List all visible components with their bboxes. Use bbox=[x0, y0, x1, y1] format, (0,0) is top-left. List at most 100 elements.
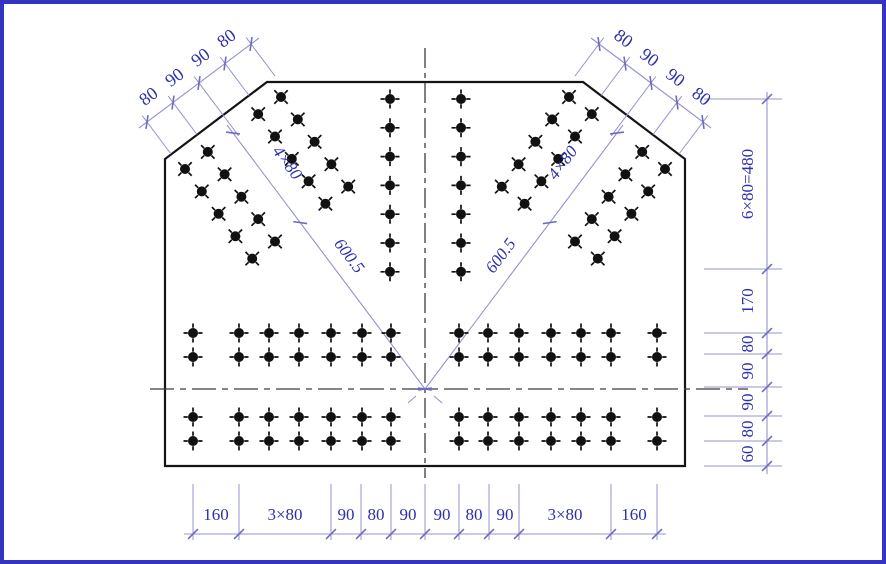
bolt-cross bbox=[601, 407, 621, 427]
bolt-cross bbox=[244, 251, 260, 266]
bolt-cross bbox=[541, 431, 561, 451]
dim-label-bottom-10: 160 bbox=[621, 505, 647, 524]
bolt-cross bbox=[509, 347, 529, 367]
bolt-symbol bbox=[511, 156, 526, 172]
dim-label-bottom-5: 90 bbox=[400, 505, 417, 524]
bolt-hole bbox=[586, 214, 597, 225]
bolt-cross bbox=[451, 147, 471, 167]
bolt-hole bbox=[294, 436, 304, 446]
bolt-cross bbox=[229, 431, 249, 451]
bolt-cross bbox=[177, 161, 193, 177]
apex-mark bbox=[433, 395, 443, 404]
bolt-symbol bbox=[259, 323, 279, 343]
bolt-symbol bbox=[647, 347, 667, 367]
technical-drawing: 160 3×80 90 80 90 90 80 90 3×80 160 6×80… bbox=[135, 25, 782, 540]
bolt-symbol bbox=[451, 118, 471, 138]
dim-label-bottom-3: 90 bbox=[338, 505, 355, 524]
bolt-cross bbox=[544, 112, 560, 127]
bolt-symbol bbox=[380, 233, 400, 253]
bolt-cross bbox=[200, 144, 216, 160]
bolt-cross bbox=[307, 134, 322, 150]
bolt-hole bbox=[236, 191, 247, 202]
bolt-hole bbox=[454, 328, 464, 338]
bolt-symbol bbox=[601, 323, 621, 343]
bolt-hole bbox=[652, 412, 662, 422]
bolt-symbol bbox=[449, 407, 469, 427]
bolt-hole bbox=[219, 169, 230, 180]
bolt-cross bbox=[381, 407, 401, 427]
bolt-hole bbox=[603, 191, 614, 202]
bolt-symbol bbox=[634, 144, 650, 160]
bolt-hole bbox=[326, 352, 336, 362]
bolt-cross bbox=[494, 179, 510, 194]
bolt-symbol bbox=[541, 407, 561, 427]
bolt-cross bbox=[321, 323, 341, 343]
bolt-cross bbox=[449, 431, 469, 451]
bolt-cross bbox=[380, 233, 400, 253]
bolt-cross bbox=[571, 431, 591, 451]
bolt-hole bbox=[553, 153, 564, 164]
bolt-symbol bbox=[607, 228, 622, 244]
bolt-cross bbox=[601, 189, 616, 205]
bolt-hole bbox=[188, 436, 198, 446]
bolt-hole bbox=[483, 412, 493, 422]
bolt-hole bbox=[514, 352, 524, 362]
bolt-hole bbox=[264, 352, 274, 362]
bolt-hole bbox=[606, 436, 616, 446]
bolt-hole bbox=[514, 412, 524, 422]
bolt-symbol bbox=[250, 106, 266, 122]
bolt-symbol bbox=[509, 431, 529, 451]
bolt-cross bbox=[449, 407, 469, 427]
bolt-hole bbox=[270, 131, 280, 142]
bolt-hole bbox=[357, 436, 367, 446]
bolt-symbol bbox=[183, 431, 203, 451]
bolt-cross bbox=[380, 89, 400, 109]
bolt-symbol bbox=[229, 407, 249, 427]
bolt-symbol bbox=[183, 407, 203, 427]
bolt-symbol bbox=[234, 189, 249, 205]
bolt-hole bbox=[253, 109, 264, 120]
dim-tick bbox=[225, 131, 241, 135]
bolt-cross bbox=[321, 407, 341, 427]
dim-tick bbox=[483, 528, 495, 540]
bolt-symbol bbox=[478, 431, 498, 451]
apex-mark bbox=[407, 395, 417, 404]
bolt-hole bbox=[564, 92, 574, 102]
bolt-symbol bbox=[550, 151, 566, 167]
dim-tick bbox=[249, 36, 253, 52]
bolt-hole bbox=[188, 352, 198, 362]
bolt-cross bbox=[289, 347, 309, 367]
bolt-cross bbox=[194, 184, 210, 199]
bolt-cross bbox=[624, 206, 639, 222]
dim-label-bottom-4: 80 bbox=[368, 505, 385, 524]
bolt-symbol bbox=[647, 407, 667, 427]
bolt-hole bbox=[456, 238, 466, 248]
dim-tick bbox=[761, 435, 773, 447]
bolt-cross bbox=[618, 166, 633, 182]
bolt-hole bbox=[286, 153, 297, 164]
bolt-symbol bbox=[571, 407, 591, 427]
bolt-hole bbox=[294, 352, 304, 362]
bolt-hole bbox=[454, 412, 464, 422]
bolt-symbol bbox=[289, 323, 309, 343]
bolt-hole bbox=[264, 328, 274, 338]
bolt-symbol bbox=[273, 89, 289, 105]
bolt-symbol bbox=[449, 347, 469, 367]
dim-tick bbox=[701, 114, 705, 130]
bolt-hole bbox=[234, 412, 244, 422]
bolt-cross bbox=[183, 347, 203, 367]
bolt-hole bbox=[546, 328, 556, 338]
bolt-hole bbox=[586, 109, 597, 120]
bolt-symbol bbox=[590, 251, 606, 266]
bolt-symbol bbox=[601, 189, 616, 205]
bolt-symbol bbox=[259, 431, 279, 451]
bolt-cross bbox=[517, 196, 532, 212]
bolt-hole bbox=[320, 198, 331, 209]
bolt-hole bbox=[326, 159, 337, 170]
bolt-hole bbox=[456, 122, 466, 133]
bolt-cross bbox=[449, 323, 469, 343]
bolt-symbol bbox=[229, 431, 249, 451]
bolt-hole bbox=[264, 412, 274, 422]
bolt-hole bbox=[483, 328, 493, 338]
bolt-hole bbox=[385, 151, 395, 162]
